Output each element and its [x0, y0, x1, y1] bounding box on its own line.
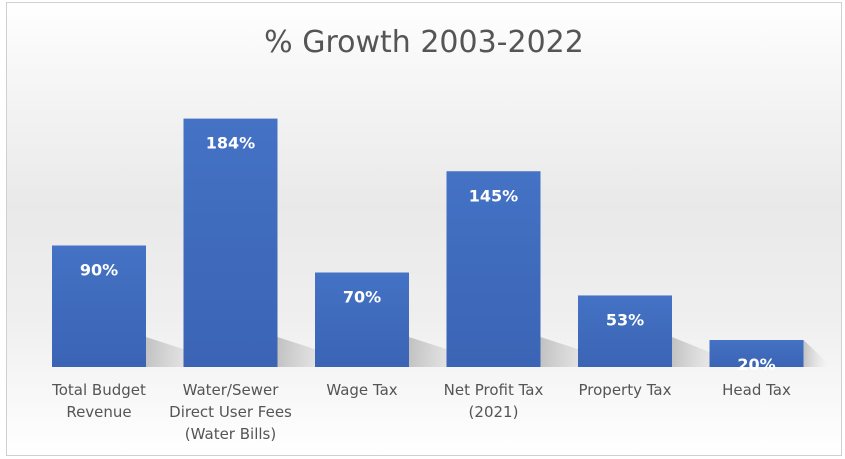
chart-area: % Growth 2003-2022 90% 184% 70% 145% 53% 20% …	[6, 2, 842, 456]
bar-data-label: 20%	[737, 355, 775, 374]
bar	[52, 245, 146, 367]
category-label: Head Tax	[687, 379, 827, 401]
category-label: Property Tax	[555, 379, 695, 401]
category-label: Wage Tax	[292, 379, 432, 401]
category-label-line: Net Profit Tax	[443, 381, 544, 399]
bars-layer: 90% 184% 70% 145% 53% 20%	[52, 118, 828, 374]
bar	[183, 118, 278, 367]
category-label-line: (2021)	[468, 403, 519, 421]
bar	[709, 340, 804, 367]
category-label: Water/Sewer Direct User Fees (Water Bills)	[161, 379, 301, 445]
bar-data-label: 184%	[206, 134, 255, 153]
bar	[578, 295, 672, 367]
chart-title: % Growth 2003-2022	[264, 25, 584, 60]
bar	[446, 171, 541, 367]
category-label-line: Direct User Fees	[169, 403, 292, 421]
category-label-line: Total Budget	[52, 381, 146, 399]
bar-plot: 90% 184% 70% 145% 53% 20%	[52, 118, 828, 374]
category-label-line: Head Tax	[722, 381, 791, 399]
category-label-line: Property Tax	[578, 381, 672, 399]
category-label: Total Budget Revenue	[29, 379, 169, 423]
bar-data-label: 90%	[80, 261, 118, 280]
category-label-line: Wage Tax	[326, 381, 398, 399]
bar-data-label: 70%	[343, 288, 381, 307]
bar	[315, 272, 409, 367]
category-label-line: (Water Bills)	[184, 425, 277, 443]
bar-shadow	[803, 340, 828, 367]
category-label-line: Water/Sewer	[182, 381, 279, 399]
bar-data-label: 145%	[469, 186, 518, 205]
category-label: Net Profit Tax (2021)	[424, 379, 564, 423]
bar-data-label: 53%	[606, 310, 644, 329]
category-label-line: Revenue	[66, 403, 132, 421]
